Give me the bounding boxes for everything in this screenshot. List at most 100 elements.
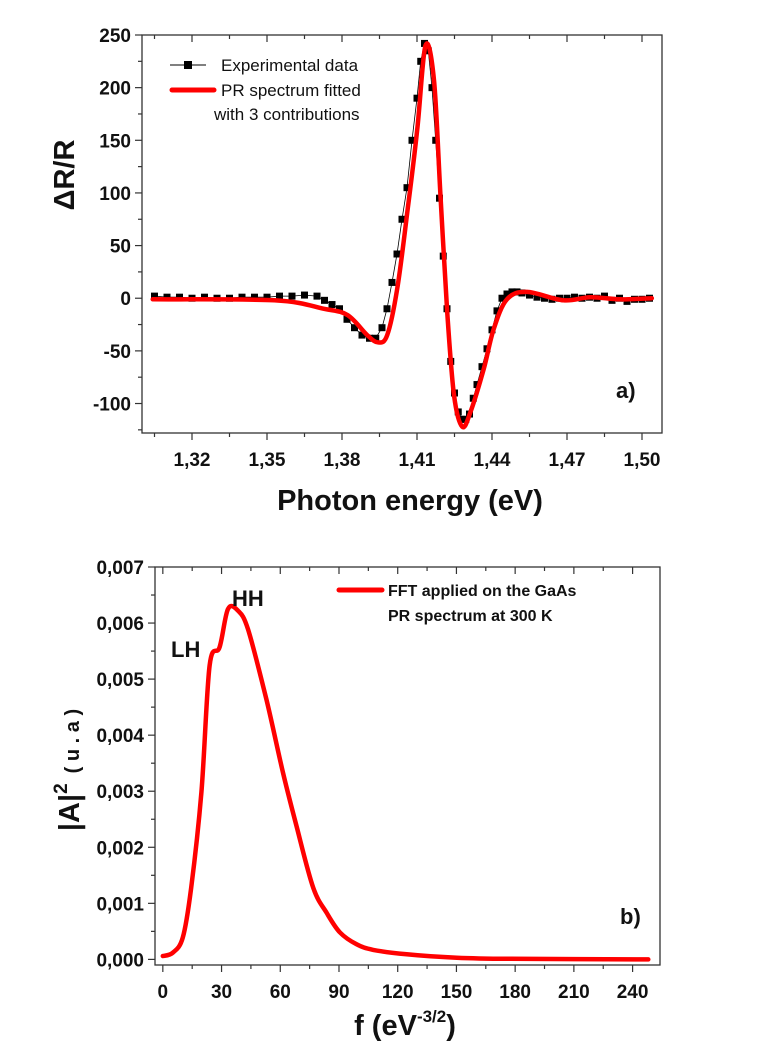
y-axis-title-a: ΔR/R	[49, 140, 81, 211]
y-tick-label: 0,000	[96, 950, 144, 971]
experimental-data-point	[417, 57, 425, 65]
legend-label-experimental: Experimental data	[221, 56, 359, 75]
panel-a: 1,32 1,35 1,38 1,41 1,44 1,47 1,50 250 200 150 100…	[49, 26, 663, 517]
experimental-data-point	[238, 293, 246, 301]
y-tick-label: 100	[99, 184, 131, 205]
experimental-data-point	[533, 293, 541, 301]
y-tick-label: 0,004	[96, 726, 144, 747]
y-tick-label: 50	[110, 237, 131, 258]
y-tick-label: -50	[104, 342, 131, 363]
experimental-data-point	[408, 136, 416, 144]
y-tick-label: 0,001	[96, 894, 144, 915]
x-tick-label: 1,44	[474, 450, 511, 471]
x-axis-title-b-main: f (eV	[354, 1010, 418, 1042]
axes-a: 1,32 1,35 1,38 1,41 1,44 1,47 1,50 250 200 150 100…	[93, 26, 661, 471]
experimental-data-point	[383, 305, 391, 313]
experimental-data-point	[251, 293, 258, 301]
y-tick-label: 0,002	[96, 838, 144, 859]
fit-curve	[150, 41, 655, 430]
panel-label-a: a)	[616, 378, 636, 403]
experimental-data-point	[328, 301, 336, 309]
plot-frame-b	[154, 566, 661, 966]
experimental-data-point	[388, 278, 396, 286]
x-tick-label: 150	[441, 982, 473, 1003]
experimental-data-point	[478, 363, 486, 371]
x-axis-title-b-sup: -3/2	[417, 1007, 446, 1026]
x-tick-label: 1,32	[174, 450, 211, 471]
experimental-data-point	[526, 291, 533, 299]
experimental-data-point	[403, 184, 411, 192]
x-tick-label: 240	[617, 982, 649, 1003]
x-tick-label: 60	[270, 982, 291, 1003]
legend-label-fft-1: FFT applied on the GaAs	[388, 583, 577, 600]
y-tick-label: 150	[99, 131, 131, 152]
experimental-data-point	[493, 307, 501, 315]
annotation-lh: LH	[171, 637, 200, 662]
y-tick-label: 0,005	[96, 670, 144, 691]
y-axis-title-b: |A|2 ( u . a )	[51, 709, 86, 831]
experimental-data-point	[398, 215, 406, 223]
experimental-data-point	[498, 294, 506, 302]
experimental-data-point	[541, 294, 548, 302]
panel-label-b: b)	[620, 904, 641, 929]
y-tick-label: 0,007	[96, 558, 144, 579]
y-axis-title-b-unit: ( u . a )	[62, 709, 84, 773]
x-tick-label: 90	[328, 982, 349, 1003]
y-tick-label: -100	[93, 395, 131, 416]
experimental-data-point	[358, 331, 366, 339]
x-tick-label: 0	[158, 982, 169, 1003]
experimental-data-point	[151, 292, 158, 300]
x-tick-label: 180	[499, 982, 531, 1003]
data-a	[150, 39, 655, 430]
legend-marker-experimental	[184, 61, 192, 69]
x-tick-label: 1,35	[249, 450, 286, 471]
legend-label-fft-2: PR spectrum at 300 K	[388, 608, 553, 625]
x-tick-label: 1,50	[624, 450, 661, 471]
y-tick-label: 200	[99, 79, 131, 100]
experimental-data-point	[343, 315, 351, 323]
experimental-data-point	[313, 292, 321, 300]
x-tick-label: 30	[211, 982, 232, 1003]
experimental-data-point	[393, 250, 401, 258]
x-axis-title-a: Photon energy (eV)	[277, 485, 543, 517]
x-axis-title-b: f (eV-3/2)	[354, 1007, 456, 1042]
legend-b: FFT applied on the GaAs PR spectrum at 3…	[336, 583, 577, 625]
experimental-data-point	[428, 84, 436, 92]
x-tick-label: 1,41	[399, 450, 436, 471]
experimental-data-point	[321, 296, 328, 304]
x-tick-label: 210	[558, 982, 590, 1003]
x-tick-label: 1,38	[324, 450, 361, 471]
experimental-data-point	[508, 288, 516, 296]
y-tick-label: 0,003	[96, 782, 144, 803]
x-axis-title-b-close: )	[446, 1010, 456, 1042]
annotation-hh: HH	[232, 586, 264, 611]
experimental-data-point	[301, 291, 308, 299]
panel-b: 0 30 60 90 120 150 180 210 240 0,000 0,001 0,002 0,0…	[51, 558, 661, 1042]
fft-curve	[160, 603, 651, 962]
experimental-data-point	[336, 305, 343, 313]
experimental-data-point	[263, 293, 271, 301]
legend-label-fit-2: with 3 contributions	[213, 105, 360, 124]
data-b	[160, 603, 651, 962]
experimental-data-point	[458, 415, 466, 423]
legend-label-fit-1: PR spectrum fitted	[221, 81, 361, 100]
x-tick-label: 1,47	[549, 450, 586, 471]
experimental-data-point	[571, 293, 578, 301]
experimental-data-point	[372, 334, 380, 342]
y-axis-title-b-main: |A|	[54, 794, 86, 831]
y-tick-label: 0	[120, 289, 131, 310]
y-axis-title-b-sup: 2	[51, 783, 72, 794]
legend-a: Experimental data PR spectrum fitted wit…	[169, 56, 361, 124]
experimental-data-point	[351, 324, 358, 332]
experimental-data-point	[276, 292, 283, 300]
x-tick-label: 120	[382, 982, 414, 1003]
experimental-data-point	[413, 94, 421, 102]
plot-frame-a	[141, 34, 663, 434]
experimental-data-point	[288, 292, 296, 300]
y-tick-label: 250	[99, 26, 131, 47]
y-tick-label: 0,006	[96, 614, 144, 635]
experimental-data-point	[503, 290, 511, 298]
experimental-data-point	[378, 324, 386, 332]
axes-b: 0 30 60 90 120 150 180 210 240 0,000 0,001 0,002 0,0…	[96, 558, 648, 1003]
